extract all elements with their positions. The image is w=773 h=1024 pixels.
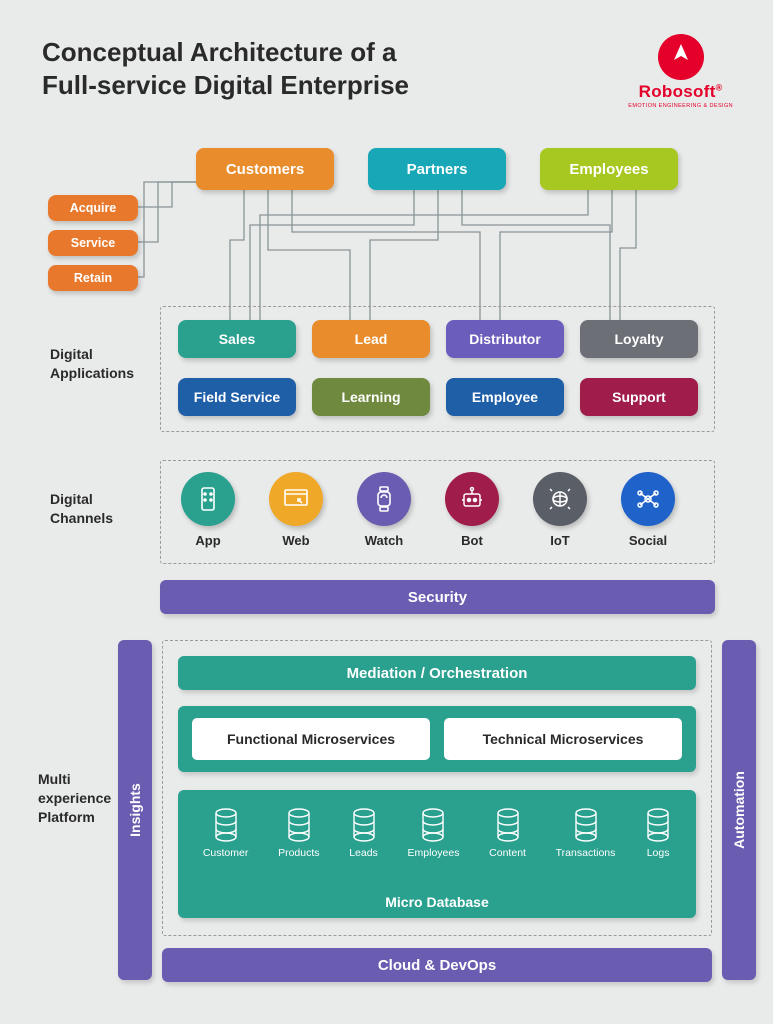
db-items-row: Customer Products Leads Employees Content Tra… xyxy=(178,808,696,859)
iot-icon xyxy=(533,472,587,526)
node-func-microservices: Functional Microservices xyxy=(192,718,430,760)
db-item: Employees xyxy=(408,808,460,859)
channel-web: Web xyxy=(256,472,336,548)
section-platform-label: Multi experience Platform xyxy=(38,770,111,827)
node-acquire: Acquire xyxy=(48,195,138,221)
logo-reg: ® xyxy=(716,82,723,92)
micro-database-frame: Customer Products Leads Employees Content Tra… xyxy=(178,790,696,918)
bar-security: Security xyxy=(160,580,715,614)
node-employee: Employee xyxy=(446,378,564,416)
db-item: Transactions xyxy=(556,808,616,859)
web-icon xyxy=(269,472,323,526)
watch-icon xyxy=(357,472,411,526)
section-apps-label: Digital Applications xyxy=(50,345,134,383)
social-icon xyxy=(621,472,675,526)
channel-watch: Watch xyxy=(344,472,424,548)
bar-insights: Insights xyxy=(118,640,152,980)
node-distributor: Distributor xyxy=(446,320,564,358)
db-item: Leads xyxy=(349,808,378,859)
node-employees: Employees xyxy=(540,148,678,190)
logo-tagline: EMOTION ENGINEERING & DESIGN xyxy=(628,103,733,109)
node-service: Service xyxy=(48,230,138,256)
node-retain: Retain xyxy=(48,265,138,291)
node-lead: Lead xyxy=(312,320,430,358)
node-support: Support xyxy=(580,378,698,416)
title-line2: Full-service Digital Enterprise xyxy=(42,70,409,100)
channel-app: App xyxy=(168,472,248,548)
db-item: Customer xyxy=(203,808,249,859)
logo-mark-icon xyxy=(658,34,704,80)
logo-name: Robosoft xyxy=(639,82,716,101)
bar-mediation: Mediation / Orchestration xyxy=(178,656,696,690)
db-item: Logs xyxy=(645,808,671,859)
db-title: Micro Database xyxy=(178,894,696,910)
bar-automation: Automation xyxy=(722,640,756,980)
app-icon xyxy=(181,472,235,526)
bar-cloud-devops: Cloud & DevOps xyxy=(162,948,712,982)
channel-social: Social xyxy=(608,472,688,548)
node-tech-microservices: Technical Microservices xyxy=(444,718,682,760)
node-partners: Partners xyxy=(368,148,506,190)
db-item: Products xyxy=(278,808,319,859)
bot-icon xyxy=(445,472,499,526)
node-loyalty: Loyalty xyxy=(580,320,698,358)
channel-bot: Bot xyxy=(432,472,512,548)
title-line1: Conceptual Architecture of a xyxy=(42,37,396,67)
node-customers: Customers xyxy=(196,148,334,190)
node-sales: Sales xyxy=(178,320,296,358)
microservices-frame: Functional Microservices Technical Micro… xyxy=(178,706,696,772)
robosoft-logo: Robosoft® EMOTION ENGINEERING & DESIGN xyxy=(628,34,733,109)
node-field-service: Field Service xyxy=(178,378,296,416)
channel-iot: IoT xyxy=(520,472,600,548)
node-learning: Learning xyxy=(312,378,430,416)
page-title: Conceptual Architecture of a Full-servic… xyxy=(42,36,409,101)
section-channels-label: Digital Channels xyxy=(50,490,113,528)
db-item: Content xyxy=(489,808,526,859)
